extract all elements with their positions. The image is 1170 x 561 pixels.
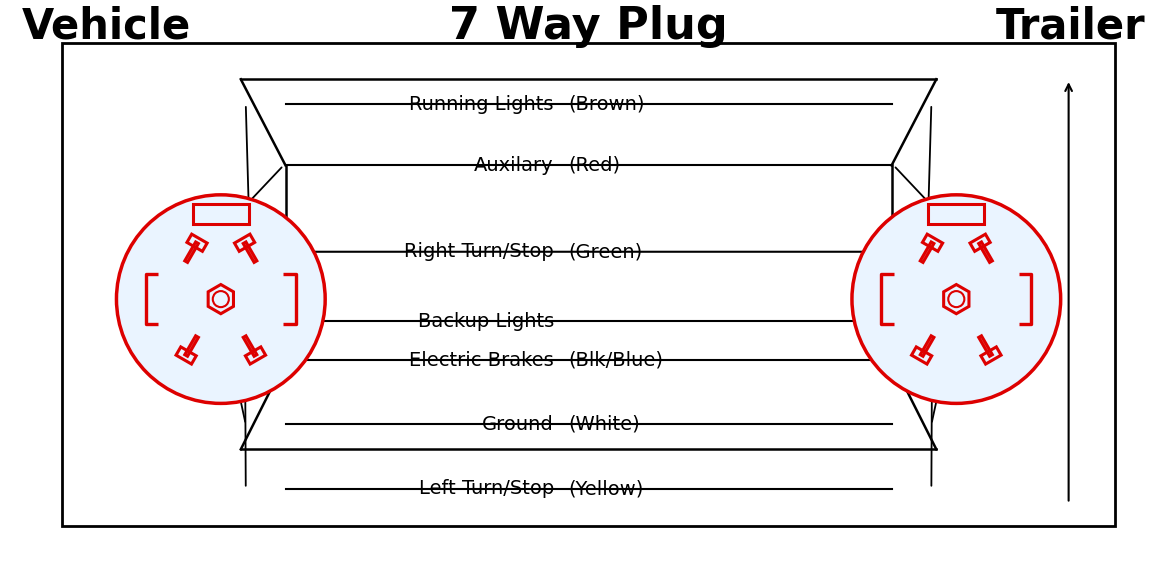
Text: (Green): (Green) xyxy=(569,242,644,261)
Text: Trailer: Trailer xyxy=(996,6,1145,48)
Text: Running Lights: Running Lights xyxy=(410,95,553,113)
Text: Right Turn/Stop: Right Turn/Stop xyxy=(404,242,553,261)
Text: Left Turn/Stop: Left Turn/Stop xyxy=(419,479,553,498)
Text: (Brown): (Brown) xyxy=(569,95,645,113)
Circle shape xyxy=(117,195,325,403)
Bar xyxy=(929,204,984,223)
Text: Electric Brakes: Electric Brakes xyxy=(410,351,553,370)
Bar xyxy=(62,43,1115,526)
Text: Vehicle: Vehicle xyxy=(22,6,191,48)
Text: Ground: Ground xyxy=(482,415,553,434)
Text: (Blk/Blue): (Blk/Blue) xyxy=(569,351,663,370)
Text: (White): (White) xyxy=(569,415,640,434)
Text: 7 Way Plug: 7 Way Plug xyxy=(449,5,728,48)
Text: Backup Lights: Backup Lights xyxy=(418,312,553,331)
Bar xyxy=(193,204,249,223)
Text: (Red): (Red) xyxy=(569,156,621,175)
Text: Auxilary: Auxilary xyxy=(474,156,553,175)
Circle shape xyxy=(852,195,1061,403)
Text: (Yellow): (Yellow) xyxy=(569,479,644,498)
